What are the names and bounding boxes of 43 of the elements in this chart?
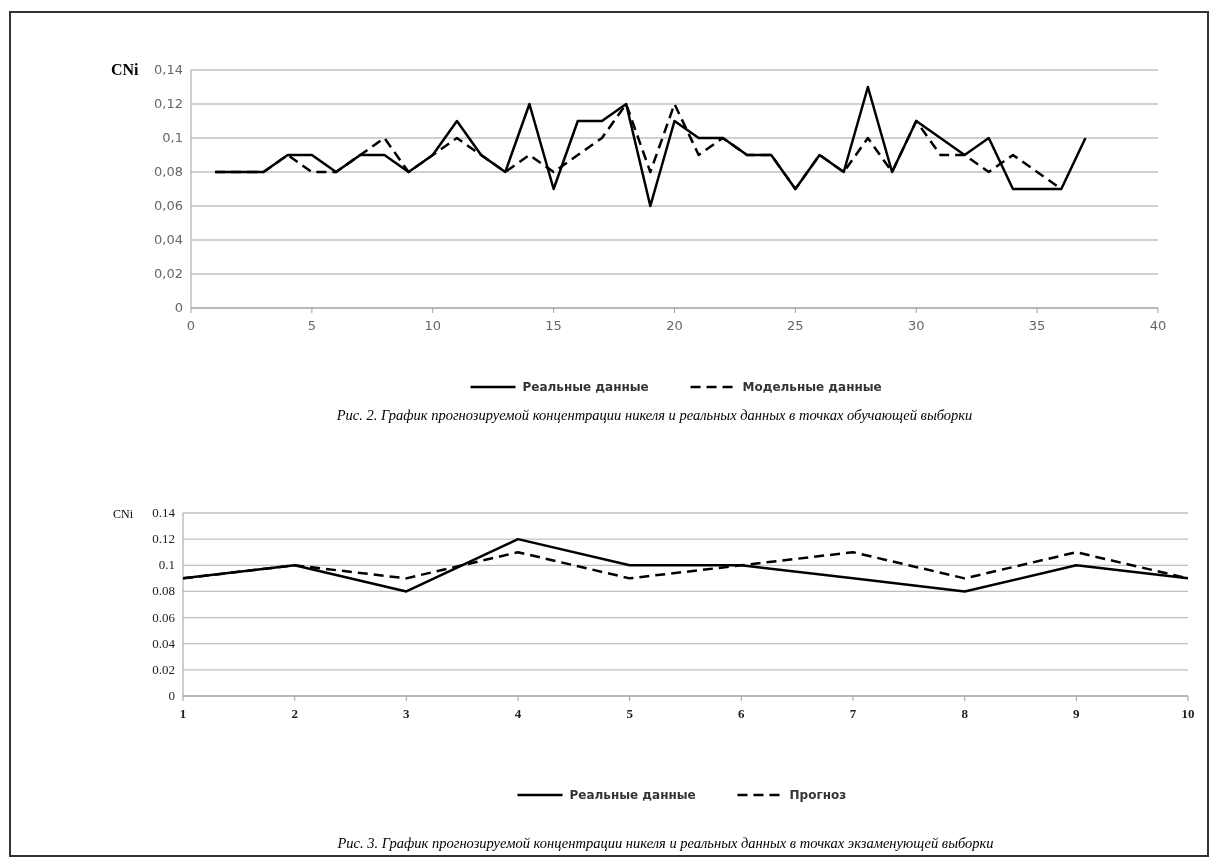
x-tick-label: 4 — [514, 706, 522, 721]
x-tick-label: 25 — [787, 318, 804, 333]
y-axis-title: CNi — [111, 61, 140, 78]
y-tick-label: 0,1 — [162, 130, 183, 145]
y-tick-label: 0,08 — [154, 164, 183, 179]
x-tick-label: 5 — [626, 706, 634, 721]
x-tick-label: 1 — [179, 706, 187, 721]
legend-label: Прогноз — [789, 788, 847, 802]
x-tick-label: 7 — [849, 706, 857, 721]
y-tick-label: 0 — [168, 688, 175, 703]
y-tick-label: 0.08 — [152, 583, 175, 599]
y-tick-label: 0.02 — [152, 661, 175, 677]
x-tick-label: 35 — [1028, 318, 1046, 333]
legend-label: Реальные данные — [569, 788, 696, 802]
text: Рис. 3. График прогнозируемой концентрации никеля и реальных данных в точках экзаменующей выборки — [336, 835, 994, 851]
x-tick-label: 8 — [961, 706, 969, 721]
y-tick-label: 0.12 — [152, 531, 175, 547]
x-tick-label: 15 — [545, 318, 562, 333]
y-tick-label: 0.06 — [152, 609, 176, 625]
x-tick-label: 6 — [738, 706, 746, 721]
y-tick-label: 0.1 — [158, 557, 175, 573]
y-tick-label: 0.14 — [152, 505, 176, 520]
y-axis-title: CNi — [113, 507, 134, 521]
x-tick-label: 40 — [1149, 318, 1167, 333]
y-tick-label: 0 — [174, 300, 183, 315]
y-tick-label: 0,14 — [154, 62, 183, 77]
x-tick-label: 0 — [186, 318, 196, 333]
y-tick-label: 0,06 — [154, 198, 183, 213]
x-tick-label: 10 — [424, 318, 442, 333]
y-tick-label: 0,04 — [154, 232, 183, 247]
x-tick-label: 10 — [1181, 706, 1195, 721]
y-tick-label: 0.04 — [152, 635, 176, 651]
x-tick-label: 5 — [307, 318, 317, 333]
x-tick-label: 3 — [403, 706, 411, 721]
x-tick-label: 9 — [1073, 706, 1081, 721]
x-tick-label: 20 — [666, 318, 683, 333]
legend-label: Модельные данные — [742, 380, 882, 394]
x-tick-label: 2 — [291, 706, 298, 721]
text: Рис. 2. График прогнозируемой концентрации никеля и реальных данных в точках обучающей выборки — [335, 407, 973, 423]
y-tick-label: 0,02 — [154, 266, 183, 281]
x-tick-label: 30 — [907, 318, 925, 333]
y-tick-label: 0,12 — [154, 96, 183, 111]
legend-label: Реальные данные — [522, 380, 649, 394]
